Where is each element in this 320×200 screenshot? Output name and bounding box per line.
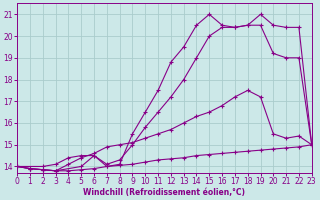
- X-axis label: Windchill (Refroidissement éolien,°C): Windchill (Refroidissement éolien,°C): [84, 188, 245, 197]
